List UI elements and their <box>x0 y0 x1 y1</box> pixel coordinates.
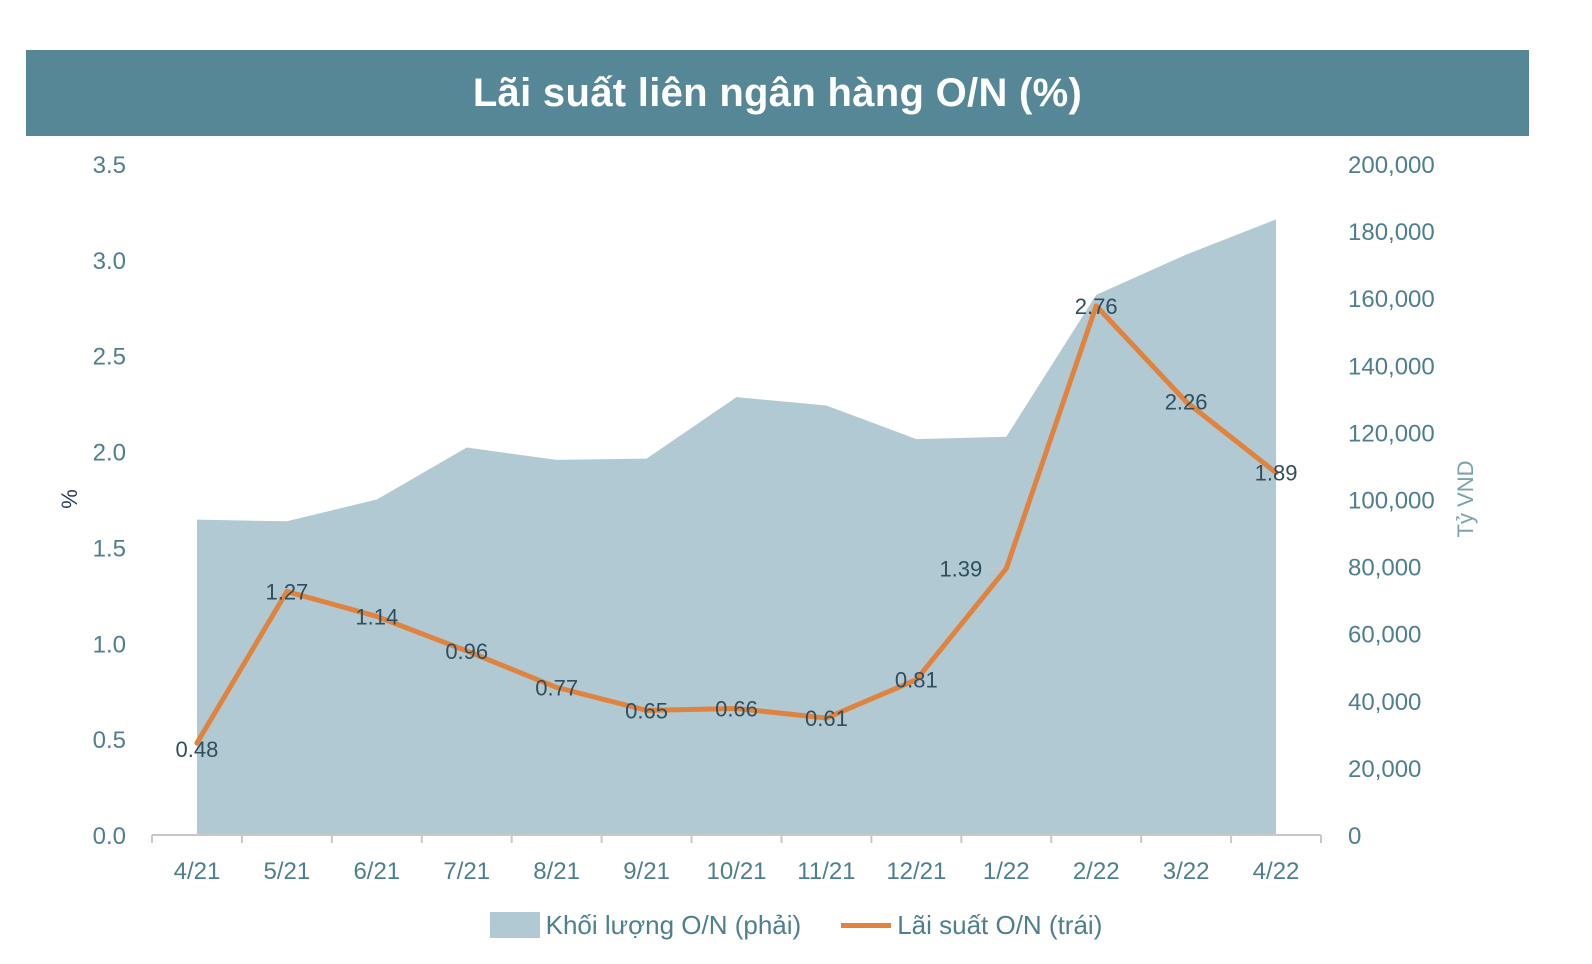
line-point <box>734 705 739 711</box>
data-label: 0.77 <box>535 675 578 700</box>
data-label: 1.89 <box>1255 461 1298 486</box>
data-label: 0.96 <box>445 639 488 664</box>
line-point <box>913 677 919 683</box>
y-right-tick-label: 180,000 <box>1348 219 1435 246</box>
y-left-tick-label: 3.5 <box>93 152 126 179</box>
data-label: 1.27 <box>265 580 308 605</box>
y-left-tick-label: 0.5 <box>93 727 126 754</box>
chart-title-bar: Lãi suất liên ngân hàng O/N (%) <box>26 50 1529 136</box>
data-label: 1.14 <box>355 604 398 629</box>
line-point <box>1003 566 1009 572</box>
data-label: 1.39 <box>939 557 982 582</box>
data-label: 0.66 <box>715 696 758 721</box>
data-label: 0.81 <box>895 668 938 693</box>
data-label: 0.65 <box>625 698 668 723</box>
legend-label-rate: Lãi suất O/N (trái) <box>897 909 1103 940</box>
y-right-tick-label: 40,000 <box>1348 689 1421 716</box>
x-tick-label: 4/22 <box>1253 858 1300 885</box>
line-point <box>194 740 200 746</box>
line-point <box>1183 399 1189 405</box>
x-tick-label: 1/22 <box>983 858 1030 885</box>
line-point <box>464 648 470 654</box>
y-right-tick-label: 20,000 <box>1348 756 1421 783</box>
line-point <box>823 715 829 721</box>
x-tick-label: 4/21 <box>174 858 221 885</box>
x-tick-label: 2/22 <box>1073 858 1120 885</box>
data-label: 2.26 <box>1165 390 1208 415</box>
y-left-tick-label: 2.0 <box>93 440 126 467</box>
line-point <box>374 613 380 619</box>
y-left-axis-label: % <box>57 489 82 509</box>
x-tick-label: 8/21 <box>533 858 580 885</box>
x-tick-label: 3/22 <box>1163 858 1210 885</box>
legend-item-volume: Khối lượng O/N (phải) <box>489 909 802 941</box>
x-tick-label: 12/21 <box>886 858 946 885</box>
data-label: 0.61 <box>805 706 848 731</box>
x-tick-label: 7/21 <box>443 858 490 885</box>
legend-swatch-area <box>489 912 540 938</box>
chart-legend: Khối lượng O/N (phải) Lãi suất O/N (trái… <box>0 900 1592 950</box>
y-left-tick-label: 0.0 <box>93 823 126 850</box>
line-point <box>554 684 560 690</box>
y-right-tick-label: 0 <box>1348 823 1361 850</box>
x-tick-label: 9/21 <box>623 858 670 885</box>
y-right-tick-label: 60,000 <box>1348 622 1421 649</box>
y-left-tick-label: 2.5 <box>93 344 126 371</box>
x-tick-label: 6/21 <box>353 858 400 885</box>
y-right-tick-label: 140,000 <box>1348 353 1435 380</box>
line-point <box>1273 470 1279 476</box>
x-tick-label: 11/21 <box>797 858 855 885</box>
legend-swatch-line <box>841 922 892 928</box>
y-right-tick-label: 200,000 <box>1348 152 1435 179</box>
x-tick-label: 10/21 <box>706 858 766 885</box>
x-tick-label: 5/21 <box>264 858 311 885</box>
legend-item-rate: Lãi suất O/N (trái) <box>841 910 1102 941</box>
legend-label-volume: Khối lượng O/N (phải) <box>545 909 802 940</box>
chart-title: Lãi suất liên ngân hàng O/N (%) <box>472 70 1083 115</box>
line-point <box>644 707 650 713</box>
line-point <box>1093 303 1099 309</box>
y-left-tick-label: 1.5 <box>93 535 126 562</box>
y-right-tick-label: 80,000 <box>1348 555 1421 582</box>
y-right-tick-label: 160,000 <box>1348 286 1435 313</box>
y-right-tick-label: 120,000 <box>1348 420 1435 447</box>
data-label: 2.76 <box>1075 294 1118 319</box>
y-left-tick-label: 3.0 <box>93 248 126 275</box>
y-left-tick-label: 1.0 <box>93 631 126 658</box>
y-right-axis-label: Tỷ VND <box>1453 461 1478 538</box>
area-series-volume <box>196 219 1277 836</box>
line-point <box>284 589 290 595</box>
data-label: 0.48 <box>176 737 219 762</box>
y-right-tick-label: 100,000 <box>1348 488 1435 515</box>
